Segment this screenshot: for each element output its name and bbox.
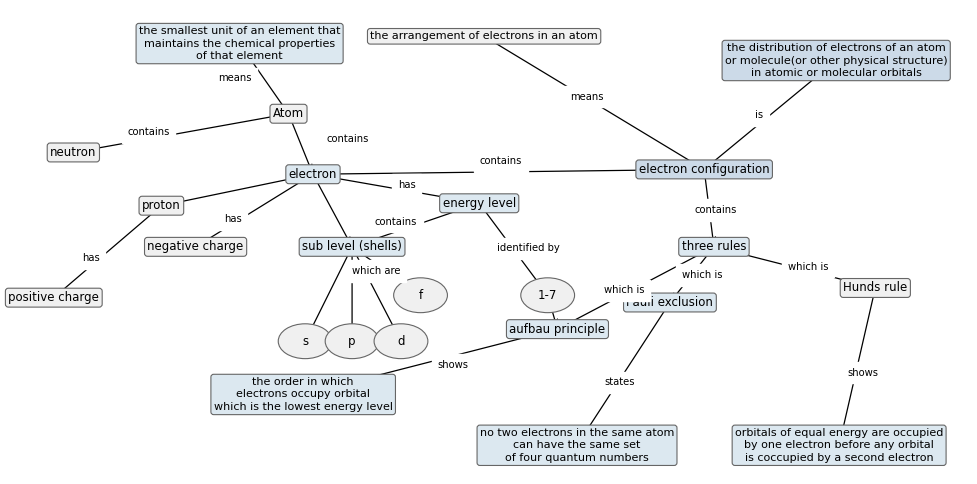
Text: Pauli exclusion: Pauli exclusion — [626, 296, 712, 309]
Text: contains: contains — [479, 156, 522, 166]
Text: d: d — [397, 335, 404, 348]
Text: Hunds rule: Hunds rule — [842, 282, 907, 294]
Text: contains: contains — [694, 205, 737, 215]
Text: has: has — [82, 254, 100, 263]
Text: has: has — [398, 180, 415, 190]
Text: contains: contains — [325, 135, 368, 144]
Text: shows: shows — [846, 368, 877, 378]
Text: the order in which
electrons occupy orbital
which is the lowest energy level: the order in which electrons occupy orbi… — [213, 377, 393, 412]
Text: contains: contains — [127, 127, 170, 137]
Text: Atom: Atom — [273, 107, 304, 120]
Text: proton: proton — [142, 199, 181, 212]
Text: sub level (shells): sub level (shells) — [302, 241, 402, 253]
Text: positive charge: positive charge — [9, 291, 99, 304]
Text: which is: which is — [603, 286, 644, 295]
Text: identified by: identified by — [496, 243, 559, 253]
Text: states: states — [604, 378, 635, 387]
Text: has: has — [224, 214, 241, 224]
Text: orbitals of equal energy are occupied
by one electron before any orbital
is cocc: orbitals of equal energy are occupied by… — [734, 428, 943, 463]
Text: which is: which is — [681, 270, 722, 280]
Text: which is: which is — [786, 262, 828, 272]
Ellipse shape — [393, 278, 446, 313]
Text: which are: which are — [352, 266, 401, 276]
Text: electron configuration: electron configuration — [638, 163, 769, 176]
Text: aufbau principle: aufbau principle — [509, 323, 605, 335]
Text: p: p — [348, 335, 356, 348]
Text: neutron: neutron — [50, 146, 97, 159]
Ellipse shape — [324, 324, 378, 359]
Text: negative charge: negative charge — [148, 241, 243, 253]
Text: means: means — [570, 92, 603, 102]
Text: means: means — [218, 74, 251, 83]
Text: the smallest unit of an element that
maintains the chemical properties
of that e: the smallest unit of an element that mai… — [139, 26, 340, 61]
Text: no two electrons in the same atom
can have the same set
of four quantum numbers: no two electrons in the same atom can ha… — [480, 428, 673, 463]
Text: contains: contains — [374, 217, 417, 227]
Ellipse shape — [520, 278, 574, 313]
Text: 1-7: 1-7 — [537, 289, 557, 302]
Ellipse shape — [373, 324, 428, 359]
Text: electron: electron — [288, 168, 337, 181]
Text: energy level: energy level — [443, 197, 515, 210]
Text: the arrangement of electrons in an atom: the arrangement of electrons in an atom — [370, 31, 597, 41]
Text: the distribution of electrons of an atom
or molecule(or other physical structure: the distribution of electrons of an atom… — [724, 43, 947, 78]
Ellipse shape — [278, 324, 331, 359]
Text: f: f — [418, 289, 422, 302]
Text: three rules: three rules — [681, 241, 745, 253]
Text: s: s — [302, 335, 308, 348]
Text: is: is — [754, 110, 762, 120]
Text: shows: shows — [437, 360, 468, 370]
